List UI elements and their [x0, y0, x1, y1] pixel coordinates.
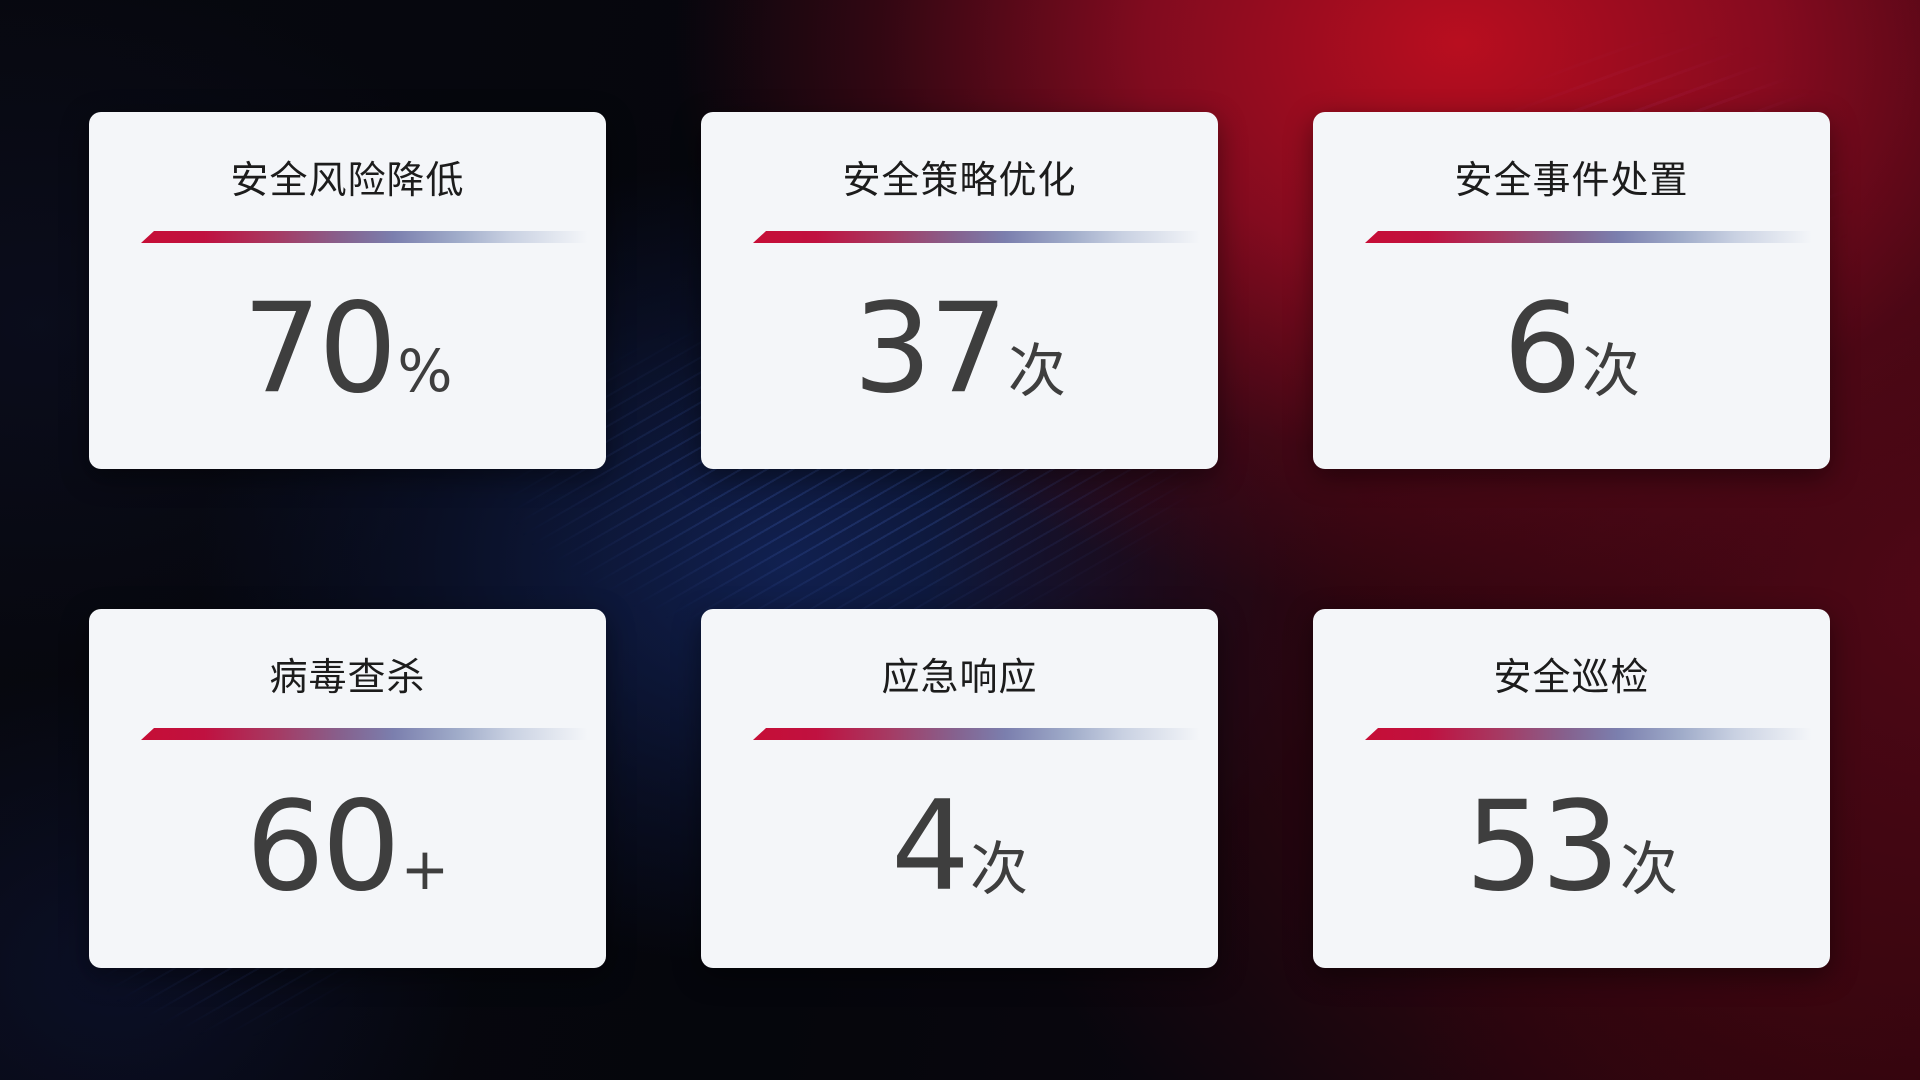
stat-card-value-row: 70 %: [89, 243, 606, 469]
stat-card-incident-handling: 安全事件处置 6 次: [1313, 112, 1830, 469]
stat-card-unit: %: [397, 337, 453, 405]
stat-card-unit: 次: [1007, 337, 1066, 405]
stat-card-title: 安全事件处置: [1454, 158, 1689, 202]
stat-card-unit: 次: [1581, 337, 1640, 405]
kpi-card-grid: 安全风险降低 70 % 安全策略优化 37 次 安全事件处置 6 次: [89, 112, 1830, 968]
stat-card-value-row: 6 次: [1313, 243, 1830, 469]
accent-gradient-line: [1365, 728, 1816, 740]
stat-card-emergency-response: 应急响应 4 次: [701, 609, 1218, 968]
accent-gradient-line: [1365, 231, 1816, 243]
stat-card-value-group: 37 次: [853, 287, 1066, 411]
stat-card-value-group: 53 次: [1465, 785, 1678, 909]
stat-card-risk-reduction: 安全风险降低 70 %: [89, 112, 606, 469]
accent-gradient-line: [141, 231, 592, 243]
stat-card-title: 安全巡检: [1493, 655, 1650, 699]
stat-card-value: 6: [1503, 277, 1582, 421]
accent-gradient-line: [141, 728, 592, 740]
stat-card-value-group: 6 次: [1503, 287, 1640, 411]
stat-card-value-row: 37 次: [701, 243, 1218, 469]
accent-gradient-line: [753, 231, 1204, 243]
stat-card-value: 4: [891, 775, 970, 919]
stat-card-value-group: 70 %: [243, 287, 453, 411]
stat-card-unit: 次: [969, 835, 1028, 903]
stat-card-unit: 次: [1619, 835, 1678, 903]
stat-card-value-row: 53 次: [1313, 740, 1830, 968]
stat-card-policy-optimization: 安全策略优化 37 次: [701, 112, 1218, 469]
stat-card-value-group: 4 次: [891, 785, 1028, 909]
stat-card-virus-scan: 病毒查杀 60 +: [89, 609, 606, 968]
stat-card-value: 60: [245, 775, 401, 919]
stat-card-value: 37: [853, 277, 1008, 421]
accent-gradient-line: [753, 728, 1204, 740]
stat-card-value-row: 4 次: [701, 740, 1218, 968]
stat-card-title: 安全风险降低: [230, 158, 465, 202]
stat-card-value-group: 60 +: [246, 785, 449, 909]
stat-card-title: 应急响应: [881, 655, 1038, 699]
stat-card-value-row: 60 +: [89, 740, 606, 968]
stat-card-title: 安全策略优化: [842, 158, 1077, 202]
stat-card-unit: +: [400, 835, 450, 903]
stat-card-value: 53: [1465, 775, 1620, 919]
stat-card-title: 病毒查杀: [269, 655, 426, 699]
stat-card-value: 70: [242, 277, 398, 421]
stat-card-security-inspection: 安全巡检 53 次: [1313, 609, 1830, 968]
